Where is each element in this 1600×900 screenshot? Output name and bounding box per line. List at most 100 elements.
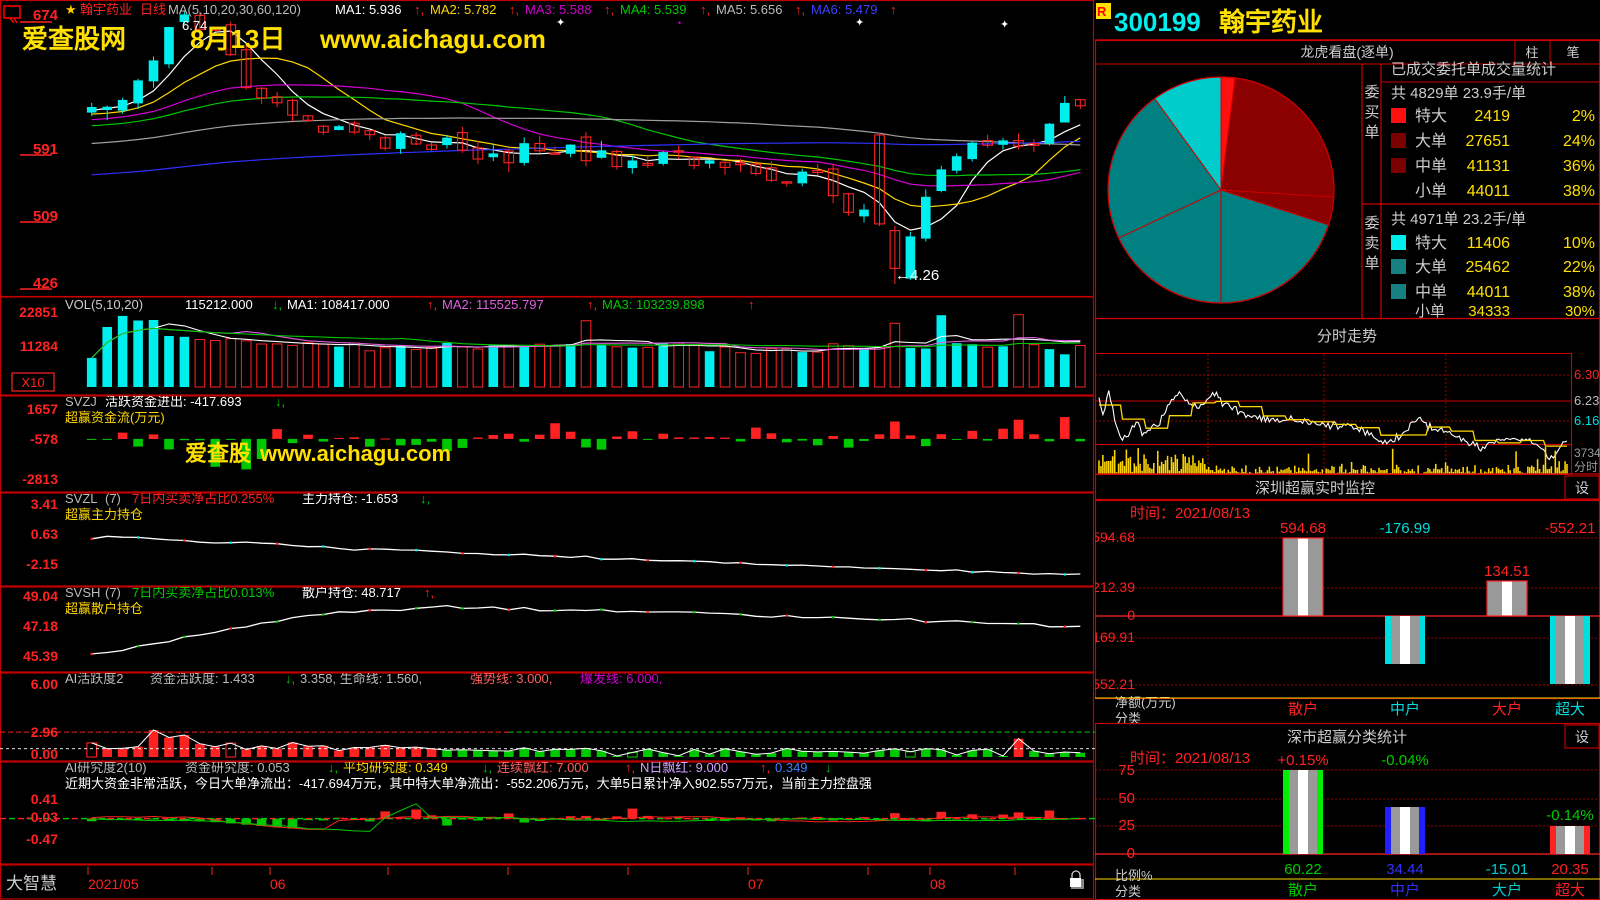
svg-text:-0.14%: -0.14% (1546, 807, 1594, 824)
svg-text:44011: 44011 (1467, 284, 1510, 301)
svg-text:超赢散户持仓: 超赢散户持仓 (65, 601, 143, 616)
svg-text:06: 06 (270, 876, 286, 892)
svg-text:深市超赢分类统计: 深市超赢分类统计 (1287, 729, 1407, 746)
svg-text:38%: 38% (1563, 284, 1595, 301)
svg-text:24%: 24% (1563, 133, 1595, 150)
svg-text:08: 08 (930, 876, 946, 892)
svg-text:-15.01: -15.01 (1486, 861, 1529, 878)
svg-text:买: 买 (1364, 104, 1379, 121)
svg-text:散户: 散户 (1288, 701, 1318, 718)
svg-text:SVSH: SVSH (65, 587, 100, 600)
svg-text:36%: 36% (1563, 158, 1595, 175)
svg-text:SVZL: SVZL (65, 493, 98, 506)
svg-text:超大: 超大 (1555, 701, 1585, 718)
svg-text:活跃资金进出: -417.693: 活跃资金进出: -417.693 (105, 396, 242, 409)
svg-text:✦: ✦ (855, 17, 864, 29)
svg-text:38%: 38% (1563, 183, 1595, 200)
svg-text:30%: 30% (1565, 303, 1595, 320)
svg-text:N日飘红: 9.000: N日飘红: 9.000 (640, 762, 728, 775)
svg-text:资金研究度: 0.053: 资金研究度: 0.053 (185, 762, 290, 775)
svg-text:3.41: 3.41 (31, 496, 58, 512)
svg-text:0: 0 (1127, 845, 1135, 862)
svg-text:0.41: 0.41 (31, 791, 58, 807)
svg-text:单: 单 (1364, 255, 1379, 272)
svg-text:资金活跃度: 1.433: 资金活跃度: 1.433 (150, 673, 255, 686)
svg-text:日线: 日线 (140, 2, 166, 17)
svg-text:★: ★ (65, 2, 77, 17)
svg-text:MA2: 115525.797: MA2: 115525.797 (442, 297, 544, 312)
svg-text:超赢资金流(万元): 超赢资金流(万元) (65, 410, 165, 425)
svg-text:(7): (7) (105, 493, 121, 506)
svg-text:34.44: 34.44 (1386, 861, 1424, 878)
svg-text:↑,: ↑, (625, 762, 635, 775)
svg-text:MA1: 108417.000: MA1: 108417.000 (287, 297, 390, 312)
svg-text:0.00: 0.00 (31, 746, 58, 761)
svg-text:笔: 笔 (1566, 45, 1579, 60)
svg-text:3.358, 生命线: 1.560,: 3.358, 生命线: 1.560, (300, 673, 422, 686)
svg-text:1657: 1657 (27, 401, 58, 417)
svg-text:25462: 25462 (1466, 259, 1511, 276)
svg-text:中单: 中单 (1415, 157, 1447, 175)
svg-text:↑,: ↑, (414, 2, 424, 17)
svg-text:212.39: 212.39 (1095, 579, 1135, 595)
svg-text:↓,: ↓, (328, 762, 338, 775)
svg-text:大户: 大户 (1492, 882, 1522, 899)
svg-text:MA1: 5.936: MA1: 5.936 (335, 2, 402, 17)
svg-text:↑,: ↑, (760, 762, 770, 775)
svg-text:爱查股网: 爱查股网 (22, 24, 126, 54)
svg-text:41131: 41131 (1467, 158, 1510, 175)
svg-text:594.68: 594.68 (1095, 529, 1135, 545)
svg-text:-176.99: -176.99 (1380, 520, 1431, 537)
svg-text:7日内买卖净占比0.255%: 7日内买卖净占比0.255% (132, 493, 275, 506)
svg-text:MA3: 103239.898: MA3: 103239.898 (602, 297, 705, 312)
svg-text:分时走势: 分时走势 (1317, 328, 1377, 345)
svg-text:共 4971单 23.2手/单: 共 4971单 23.2手/单 (1391, 211, 1526, 228)
svg-text:20.35: 20.35 (1551, 861, 1589, 878)
svg-text:-0.04%: -0.04% (1381, 752, 1429, 769)
svg-text:↑,: ↑, (587, 297, 597, 312)
svg-text:平均研究度: 0.349: 平均研究度: 0.349 (343, 762, 448, 775)
svg-text:MA3: 5.588: MA3: 5.588 (525, 2, 592, 17)
svg-text:-578: -578 (30, 431, 58, 447)
svg-text:-0.03: -0.03 (26, 809, 58, 825)
svg-text:44011: 44011 (1467, 183, 1510, 200)
svg-text:散户: 散户 (1288, 882, 1318, 899)
svg-text:↑,: ↑, (604, 2, 614, 17)
svg-text:-169.91: -169.91 (1095, 629, 1135, 645)
svg-text:SVZJ: SVZJ (65, 396, 97, 409)
svg-text:中户: 中户 (1390, 882, 1420, 899)
svg-text:↑,: ↑, (700, 2, 710, 17)
svg-text:(7): (7) (105, 587, 121, 600)
svg-text:2.96: 2.96 (31, 724, 58, 740)
svg-text:+0.15%: +0.15% (1277, 752, 1328, 769)
svg-text:↓: ↓ (825, 762, 832, 775)
svg-text:设: 设 (1575, 729, 1589, 745)
svg-text:R: R (1097, 4, 1107, 19)
svg-text:龙虎看盘(逐单): 龙虎看盘(逐单) (1300, 44, 1393, 60)
svg-text:3734: 3734 (1574, 446, 1600, 460)
svg-text:翰宇药业: 翰宇药业 (80, 2, 132, 17)
svg-text:卖: 卖 (1364, 235, 1379, 252)
svg-text:60.22: 60.22 (1284, 861, 1322, 878)
svg-text:↑,: ↑, (795, 2, 805, 17)
svg-text:小单: 小单 (1415, 303, 1445, 320)
svg-text:50: 50 (1118, 790, 1135, 807)
svg-text:↑: ↑ (890, 2, 897, 17)
svg-text:翰宇药业: 翰宇药业 (1219, 7, 1323, 37)
svg-text:超大: 超大 (1555, 882, 1585, 899)
svg-text:2%: 2% (1572, 108, 1595, 125)
svg-text:↓,: ↓, (285, 673, 295, 686)
svg-text:47.18: 47.18 (23, 618, 58, 634)
svg-text:34333: 34333 (1468, 303, 1510, 320)
svg-text:MA2: 5.782: MA2: 5.782 (430, 2, 497, 17)
svg-text:MA5: 5.656: MA5: 5.656 (716, 2, 783, 17)
svg-text:6.00: 6.00 (31, 676, 58, 692)
svg-text:超赢主力持仓: 超赢主力持仓 (65, 507, 143, 522)
svg-text:-2813: -2813 (22, 471, 58, 487)
svg-text:0.63: 0.63 (31, 526, 58, 542)
svg-text:-2.15: -2.15 (26, 556, 58, 572)
svg-text:↑,: ↑, (427, 297, 437, 312)
svg-text:45.39: 45.39 (23, 648, 58, 664)
svg-text:委: 委 (1364, 84, 1379, 101)
svg-text:6.30: 6.30 (1574, 367, 1599, 382)
